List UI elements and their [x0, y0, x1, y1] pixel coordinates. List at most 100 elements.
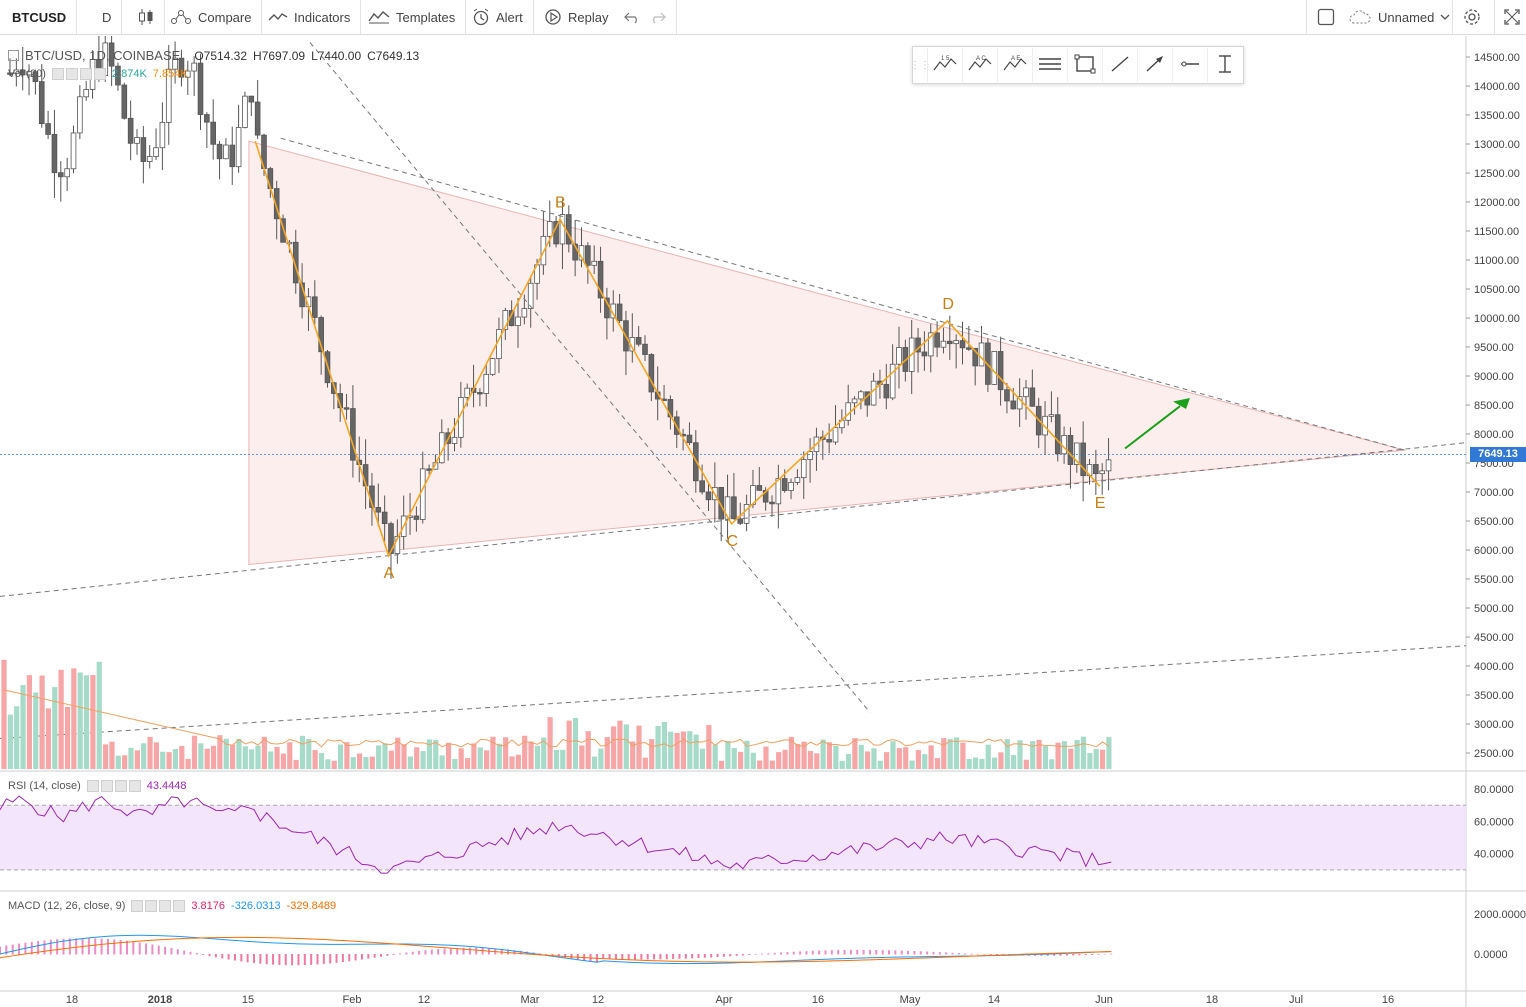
- macd-hist-bar: [233, 954, 236, 961]
- macd-hist-bar: [945, 952, 948, 955]
- macd-legend: MACD (12, 26, close, 9) 3.8176 -326.0313…: [8, 900, 336, 912]
- macd-hist-bar: [570, 954, 573, 959]
- expand-button[interactable]: [1494, 0, 1521, 34]
- chart-type-button[interactable]: [138, 0, 165, 34]
- volume-bar: [376, 745, 382, 769]
- wave-ae-icon: A E: [1002, 54, 1028, 77]
- candle-body: [718, 487, 724, 520]
- volume-bar: [369, 756, 375, 769]
- volume-bar: [795, 743, 801, 769]
- vol-controls[interactable]: [51, 68, 106, 80]
- vertical-range-tool[interactable]: [1207, 48, 1242, 82]
- candle-body: [311, 296, 318, 318]
- macd-hist-bar: [265, 954, 268, 965]
- volume-bar: [630, 741, 636, 769]
- candle-body: [642, 343, 648, 355]
- symbol-search[interactable]: BTCUSD: [12, 0, 78, 34]
- price-axis-label: 10500.00: [1474, 284, 1520, 296]
- legend-collapse-icon[interactable]: [8, 50, 19, 61]
- undo-button[interactable]: [624, 0, 640, 34]
- volume-bar: [503, 737, 509, 769]
- macd-hist-bar: [481, 947, 484, 955]
- candle-body: [527, 282, 534, 309]
- wave-label-d: D: [942, 296, 954, 313]
- drag-handle-icon[interactable]: ⋮⋮: [910, 59, 930, 71]
- volume-legend: Vol (20) 2.874K 7.854K: [8, 68, 188, 80]
- volume-bar: [687, 731, 693, 769]
- time-axis-label: Mar: [521, 994, 540, 1006]
- indicators-button[interactable]: Indicators: [268, 0, 362, 34]
- candle-body: [286, 241, 293, 245]
- macd-hist-bar: [894, 950, 897, 955]
- candle-body: [851, 398, 858, 404]
- macd-hist-bar: [5, 945, 8, 955]
- line-style-tool[interactable]: [1032, 48, 1067, 82]
- candle-body: [858, 391, 864, 400]
- price-axis-label: 10000.00: [1474, 313, 1520, 325]
- candle-body: [83, 89, 90, 98]
- rectangle-tool[interactable]: [1067, 48, 1102, 82]
- candle-body: [616, 303, 623, 322]
- elliott-correction-tool[interactable]: A C: [962, 48, 997, 82]
- compare-button[interactable]: Compare: [170, 0, 263, 34]
- interval-button[interactable]: D: [96, 0, 123, 34]
- macd-hist-bar: [424, 950, 427, 955]
- volume-bar: [64, 706, 71, 769]
- macd-hist-bar: [653, 954, 656, 960]
- macd-line: [0, 934, 1112, 965]
- candle-body: [1042, 415, 1048, 436]
- layout-menu[interactable]: Unnamed: [1348, 0, 1450, 34]
- candle-body: [248, 95, 255, 103]
- candle-body: [921, 351, 928, 357]
- redo-button[interactable]: [650, 0, 677, 34]
- legend-pair: BTC/USD, 1D, COINBASE: [25, 48, 181, 63]
- volume-ma-line: [3, 689, 1110, 748]
- candle-body: [254, 101, 261, 136]
- candle-body: [597, 260, 604, 299]
- chart-area[interactable]: 14500.00 14000.00 13500.00 13000.00 12500.00…: [0, 36, 1526, 1007]
- candle-body: [381, 511, 388, 525]
- macd-hist-bar: [640, 954, 643, 960]
- volume-bar: [1061, 741, 1068, 769]
- volume-bar: [52, 687, 58, 769]
- elliott-triangle-tool[interactable]: A E: [997, 48, 1032, 82]
- macd-controls[interactable]: [131, 900, 186, 912]
- chart-canvas[interactable]: 14500.00 14000.00 13500.00 13000.00 12500.00…: [0, 36, 1526, 1007]
- volume-bar: [141, 743, 147, 769]
- price-axis-label: 12000.00: [1474, 197, 1520, 209]
- elliott-impulse-tool[interactable]: 1 5: [927, 48, 962, 82]
- horizontal-ray-tool[interactable]: [1172, 48, 1207, 82]
- candle-body: [775, 478, 782, 505]
- fullscreen-toggle[interactable]: [1306, 0, 1335, 34]
- arrow-tool[interactable]: [1137, 48, 1172, 82]
- macd-hist-bar: [291, 954, 294, 966]
- macd-hist-bar: [957, 953, 960, 955]
- rsi-controls[interactable]: [86, 780, 141, 792]
- volume-bar: [109, 741, 115, 769]
- volume-bar: [153, 742, 159, 769]
- alert-label: Alert: [496, 9, 523, 25]
- macd-hist-bar: [983, 954, 986, 955]
- volume-bar: [261, 736, 267, 769]
- price-axis-label: 2500.00: [1474, 748, 1514, 760]
- volume-group: [1, 659, 1112, 769]
- trend-line-tool[interactable]: [1102, 48, 1137, 82]
- macd-hist-bar: [164, 946, 167, 955]
- volume-bar: [395, 737, 401, 769]
- macd-hist-bar: [0, 946, 1, 955]
- macd-hist-bar: [608, 954, 611, 960]
- macd-hist-bar: [49, 939, 52, 955]
- settings-button[interactable]: [1452, 0, 1481, 34]
- candle-body: [731, 496, 737, 520]
- macd-signal-value: -329.8489: [286, 900, 337, 912]
- wave-label-a: A: [384, 565, 395, 582]
- volume-bar: [617, 720, 623, 769]
- replay-button[interactable]: Replay: [544, 0, 608, 34]
- volume-bar: [763, 746, 769, 769]
- candle-body: [235, 127, 242, 168]
- alert-button[interactable]: Alert: [472, 0, 534, 34]
- macd-hist-bar: [716, 954, 719, 958]
- macd-hist-bar: [976, 953, 979, 955]
- volume-bar: [1087, 752, 1093, 769]
- templates-button[interactable]: Templates: [368, 0, 467, 34]
